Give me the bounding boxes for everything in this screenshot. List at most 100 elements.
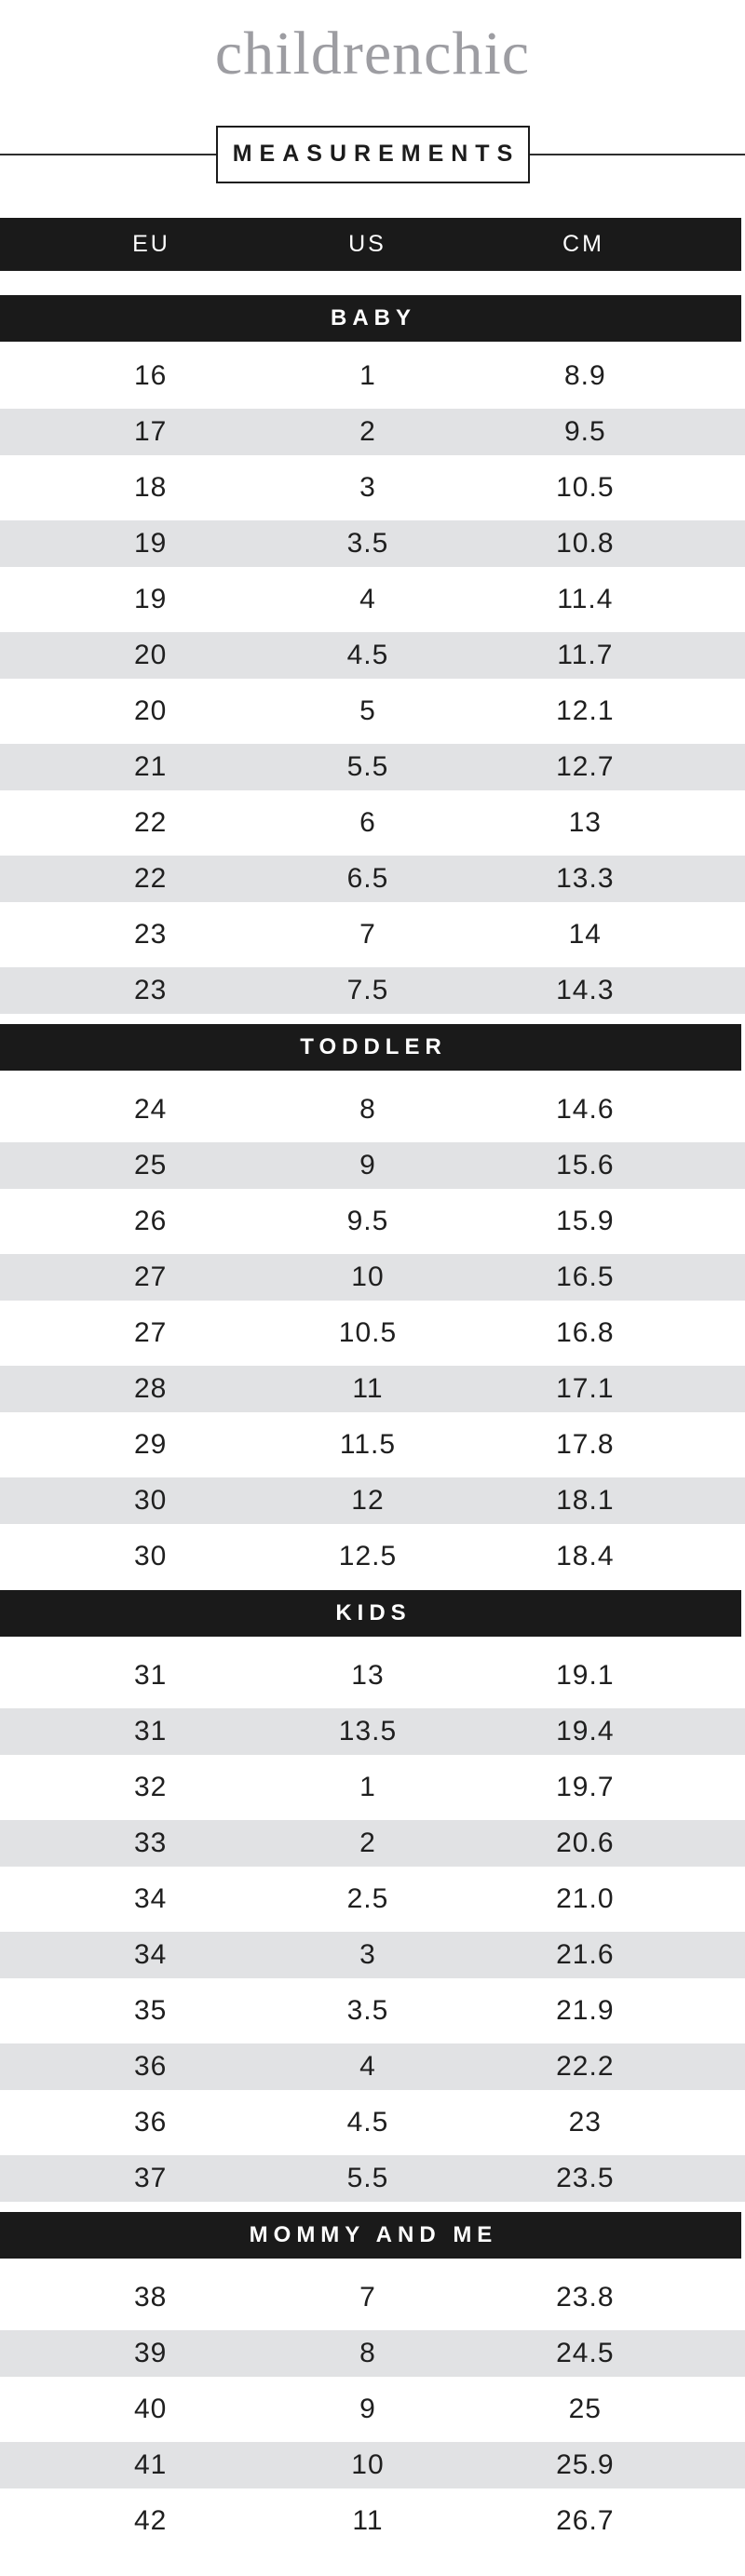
cell-cm: 20.6: [556, 1827, 615, 1858]
cell-cm: 15.9: [556, 1205, 615, 1236]
cell-us: 12.5: [338, 1540, 398, 1571]
table-row: 16 1 8.9: [0, 347, 745, 404]
table-row: 25 9 15.6: [0, 1137, 745, 1194]
cell-eu: 34: [133, 1938, 168, 1970]
cell-cm: 8.9: [563, 359, 606, 391]
table-row: 17 2 9.5: [0, 403, 745, 460]
cell-cm: 18.4: [556, 1540, 615, 1571]
cell-eu: 19: [133, 527, 168, 559]
cell-eu: 31: [133, 1659, 168, 1691]
table-row: 24 8 14.6: [0, 1081, 745, 1138]
cell-us: 3: [359, 1938, 376, 1970]
cell-eu: 36: [133, 2050, 168, 2082]
cell-cm: 15.6: [556, 1149, 615, 1180]
column-header-row: EU US CM: [0, 217, 741, 271]
table-row: 28 11 17.1: [0, 1360, 745, 1417]
cell-cm: 19.4: [556, 1715, 615, 1747]
section-header-kids: KIDS: [0, 1589, 741, 1637]
cell-eu: 23: [133, 974, 168, 1005]
cell-cm: 21.6: [556, 1938, 615, 1970]
cell-cm: 26.7: [556, 2504, 615, 2536]
table-row: 27 10 16.5: [0, 1248, 745, 1305]
cell-us: 7: [359, 918, 376, 950]
table-row: 37 5.5 23.5: [0, 2150, 745, 2206]
cell-cm: 21.9: [556, 1994, 615, 2026]
cell-us: 3.5: [346, 1994, 389, 2026]
size-table-body: BABY 16 1 8.9 17 2 9.5 18 3 10.5 19 3.5 10.8 19 4 11.4 2…: [0, 294, 745, 2549]
cell-us: 8: [359, 1093, 376, 1125]
cell-eu: 22: [133, 862, 168, 894]
section-header-baby: BABY: [0, 294, 741, 342]
cell-us: 9: [359, 1149, 376, 1180]
table-row: 30 12 18.1: [0, 1472, 745, 1529]
cell-eu: 18: [133, 471, 168, 503]
cell-cm: 13: [568, 806, 602, 838]
table-row: 36 4.5 23: [0, 2094, 745, 2151]
table-row: 30 12.5 18.4: [0, 1528, 745, 1585]
cell-eu: 34: [133, 1882, 168, 1914]
cell-cm: 17.8: [556, 1428, 615, 1460]
cell-cm: 25: [568, 2393, 602, 2424]
table-row: 36 4 22.2: [0, 2038, 745, 2095]
cell-cm: 22.2: [556, 2050, 615, 2082]
banner-title-box: MEASUREMENTS: [215, 125, 530, 183]
table-row: 42 11 26.7: [0, 2492, 745, 2549]
cell-eu: 31: [133, 1715, 168, 1747]
column-header-us: US: [348, 230, 386, 257]
cell-us: 1: [359, 359, 376, 391]
cell-us: 5.5: [346, 750, 389, 782]
cell-eu: 16: [133, 359, 168, 391]
cell-cm: 14.6: [556, 1093, 615, 1125]
cell-eu: 29: [133, 1428, 168, 1460]
cell-us: 7.5: [346, 974, 389, 1005]
table-row: 31 13 19.1: [0, 1647, 745, 1704]
table-row: 19 4 11.4: [0, 571, 745, 627]
cell-cm: 12.7: [556, 750, 615, 782]
cell-us: 10: [351, 1261, 385, 1292]
cell-us: 5.5: [346, 2162, 389, 2193]
table-row: 22 6.5 13.3: [0, 850, 745, 907]
banner-title: MEASUREMENTS: [232, 141, 521, 168]
cell-us: 2.5: [346, 1882, 389, 1914]
table-row: 32 1 19.7: [0, 1759, 745, 1815]
table-row: 35 3.5 21.9: [0, 1982, 745, 2039]
cell-cm: 11.7: [557, 639, 614, 670]
cell-eu: 24: [133, 1093, 168, 1125]
table-row: 20 5 12.1: [0, 682, 745, 739]
cell-cm: 16.8: [556, 1316, 615, 1348]
cell-cm: 23: [568, 2106, 602, 2138]
brand-logo: childrenchic: [214, 20, 531, 88]
cell-us: 13: [351, 1659, 385, 1691]
cell-eu: 30: [133, 1540, 168, 1571]
table-row: 23 7 14: [0, 906, 745, 963]
cell-cm: 14: [568, 918, 602, 950]
cell-cm: 18.1: [556, 1484, 615, 1516]
cell-us: 11: [352, 1372, 384, 1404]
cell-us: 5: [359, 695, 376, 726]
cell-eu: 37: [133, 2162, 168, 2193]
cell-cm: 13.3: [556, 862, 615, 894]
cell-us: 10.5: [338, 1316, 398, 1348]
cell-cm: 24.5: [556, 2337, 615, 2368]
cell-eu: 30: [133, 1484, 168, 1516]
table-row: 31 13.5 19.4: [0, 1703, 745, 1760]
cell-cm: 11.4: [557, 583, 614, 614]
table-row: 27 10.5 16.8: [0, 1304, 745, 1361]
table-row: 23 7.5 14.3: [0, 962, 745, 1018]
cell-eu: 40: [133, 2393, 168, 2424]
cell-eu: 20: [133, 695, 168, 726]
cell-cm: 23.8: [556, 2281, 615, 2313]
table-row: 38 7 23.8: [0, 2269, 745, 2326]
cell-us: 11: [352, 2504, 384, 2536]
table-row: 19 3.5 10.8: [0, 515, 745, 572]
cell-us: 7: [359, 2281, 376, 2313]
cell-eu: 39: [133, 2337, 168, 2368]
column-header-eu: EU: [132, 230, 170, 257]
table-row: 22 6 13: [0, 794, 745, 851]
cell-eu: 20: [133, 639, 168, 670]
table-row: 20 4.5 11.7: [0, 627, 745, 683]
cell-us: 9.5: [346, 1205, 389, 1236]
cell-eu: 33: [133, 1827, 168, 1858]
cell-cm: 17.1: [556, 1372, 615, 1404]
table-row: 39 8 24.5: [0, 2325, 745, 2381]
